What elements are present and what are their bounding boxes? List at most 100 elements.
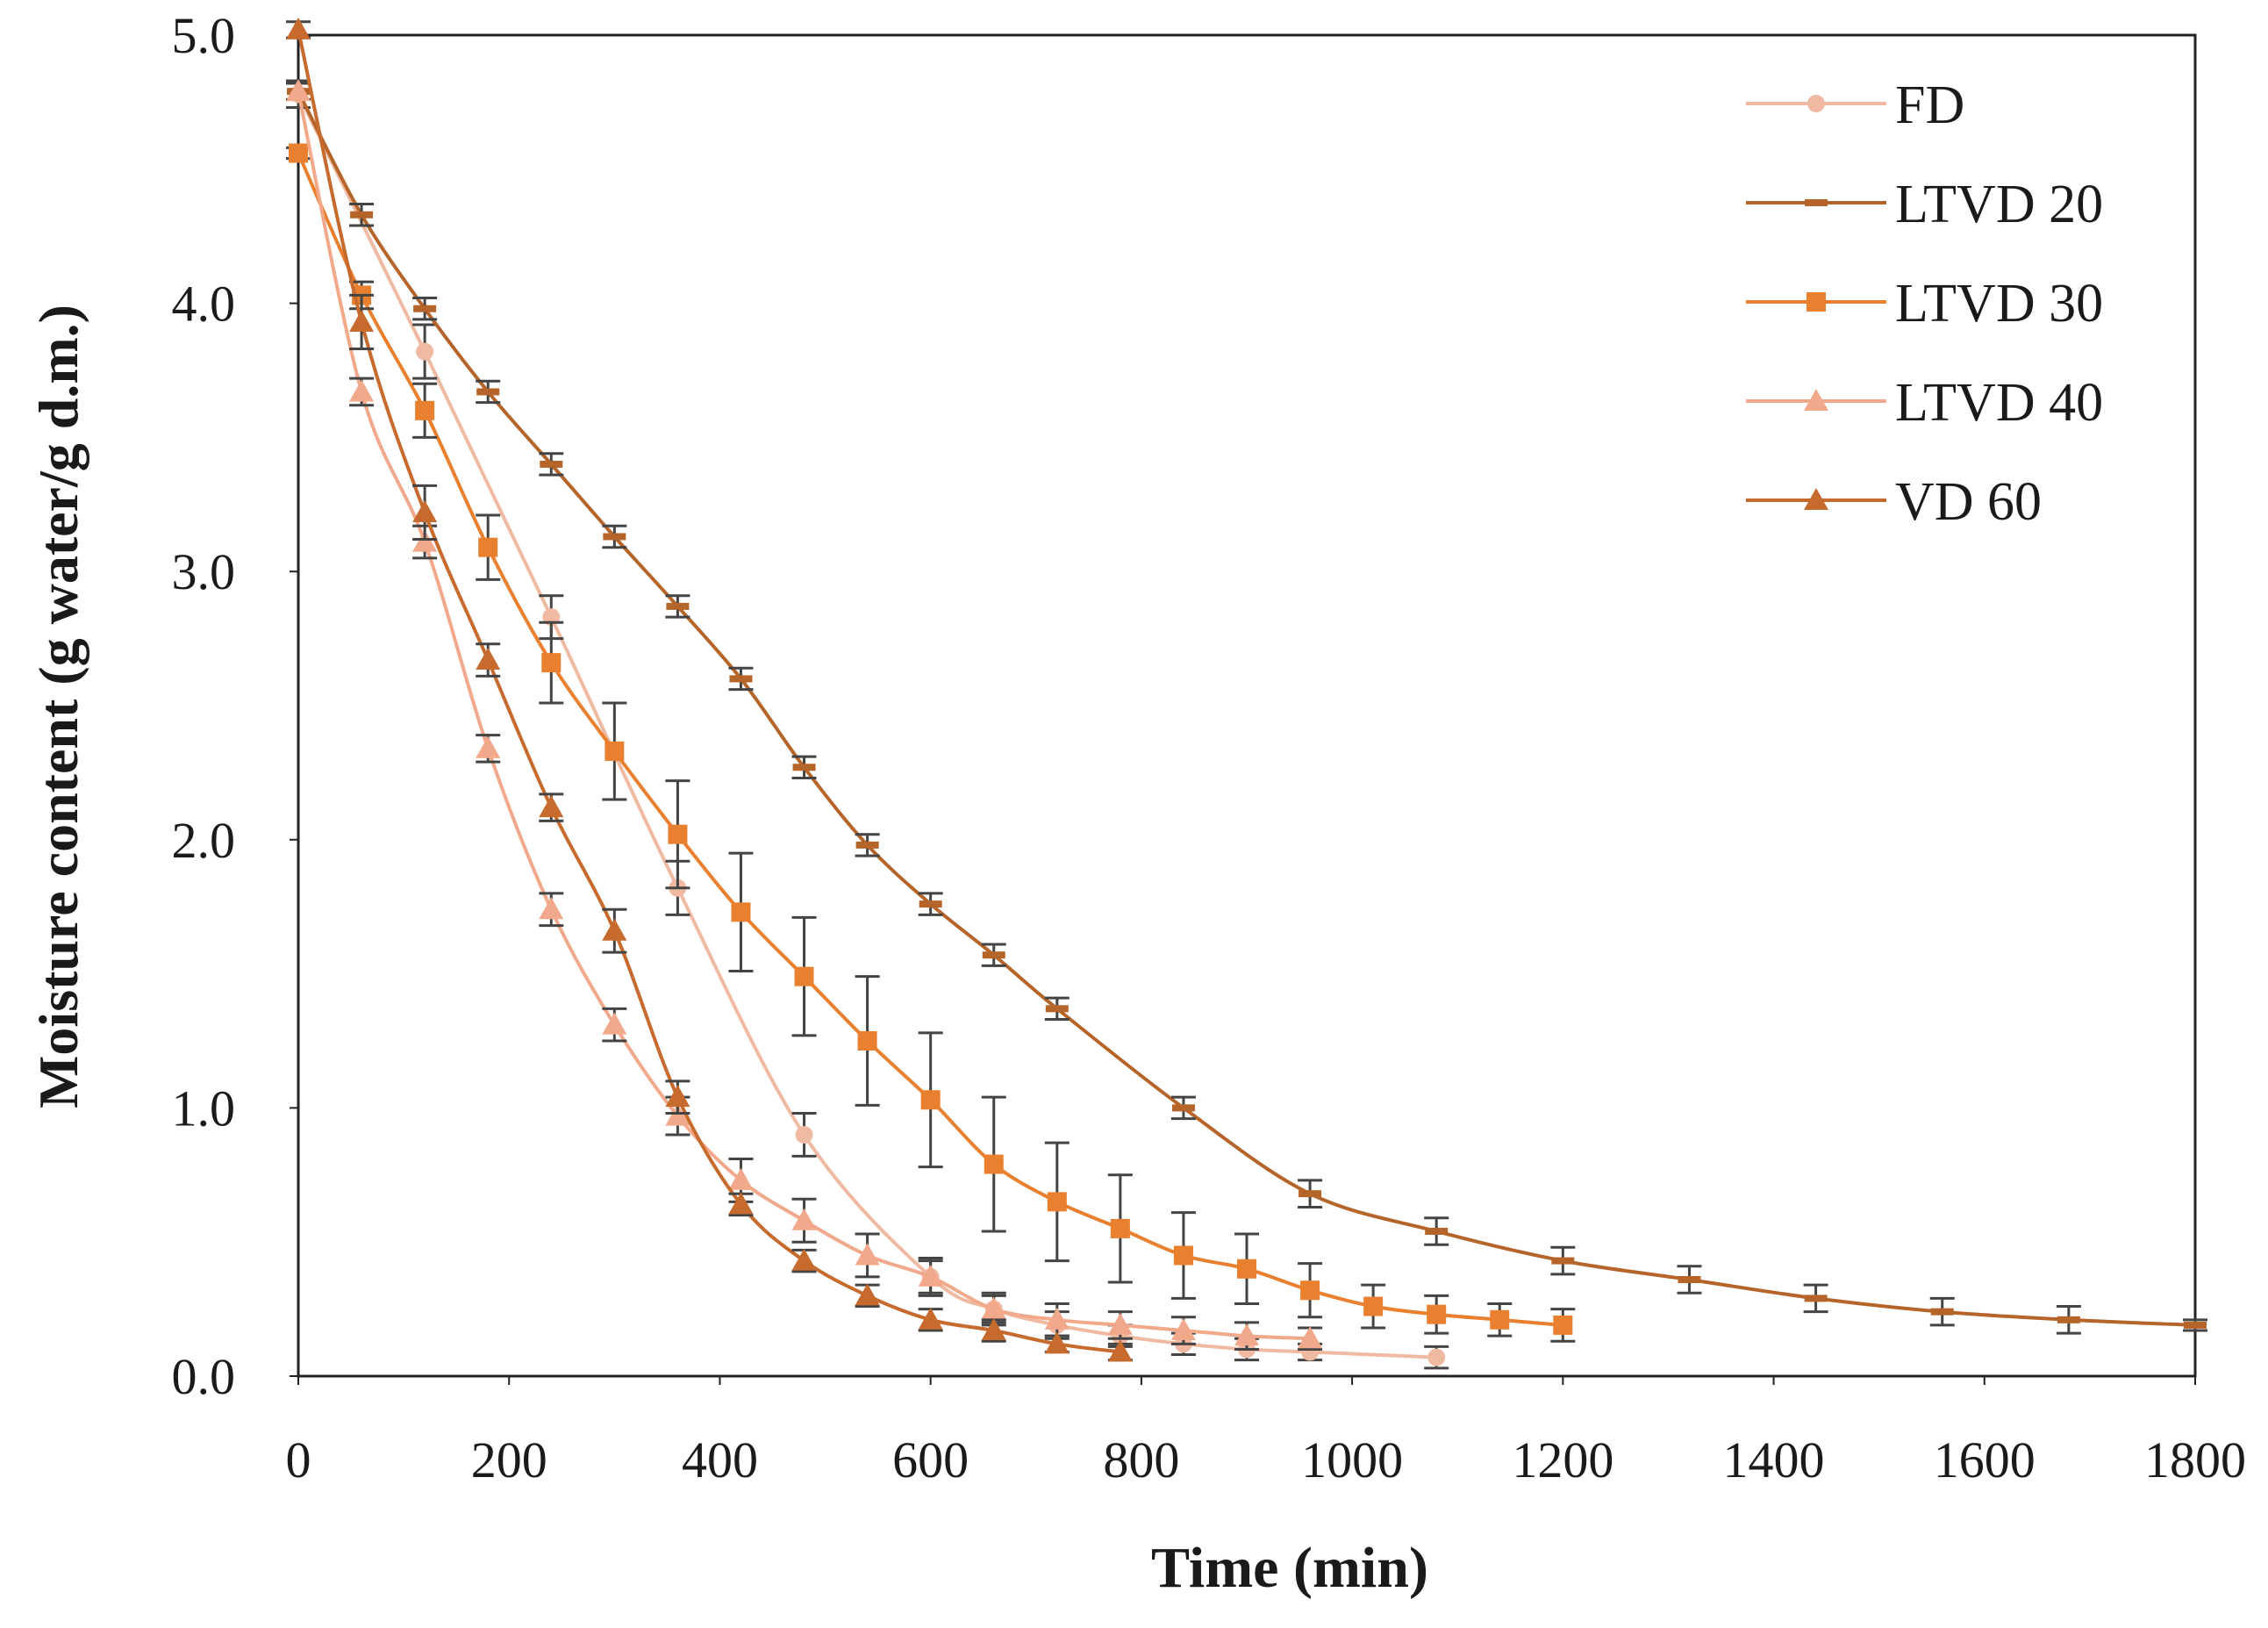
data-point: [289, 143, 308, 163]
series-line: [297, 29, 1121, 1354]
y-tick-label: 2.0: [172, 812, 236, 869]
x-tick-label: 1600: [1934, 1431, 2035, 1488]
x-tick-label: 200: [471, 1431, 547, 1488]
data-point: [1490, 1309, 1510, 1330]
x-axis: 0 200 400 600 800 1000 1200 1400 1600 1800: [286, 1376, 2246, 1488]
data-point: [1299, 1190, 1322, 1198]
data-point: [918, 1307, 943, 1330]
series-line: [297, 93, 1437, 1359]
data-point: [541, 653, 562, 673]
data-point: [919, 900, 942, 908]
x-tick-label: 0: [286, 1431, 311, 1488]
legend-label: LTVD 30: [1895, 274, 2103, 333]
plot-area-frame: [297, 33, 2197, 1378]
x-axis-title: Time (min): [1151, 1536, 1428, 1600]
data-point: [1298, 1326, 1323, 1349]
data-point: [602, 918, 627, 941]
data-point: [349, 379, 375, 402]
data-point: [791, 1248, 817, 1271]
data-point: [1047, 1192, 1067, 1212]
data-point: [605, 741, 625, 761]
data-point: [286, 79, 311, 102]
series-vd-60: [286, 17, 1133, 1362]
data-point: [412, 499, 438, 522]
legend-entry: VD 60: [1746, 472, 2042, 532]
data-point: [1171, 1104, 1195, 1112]
data-point: [415, 400, 435, 420]
data-point: [1110, 1218, 1130, 1238]
data-point: [603, 533, 626, 541]
legend-label: LTVD 20: [1895, 175, 2103, 234]
data-point: [2184, 1321, 2207, 1329]
y-tick-label: 0.0: [172, 1348, 236, 1405]
legend-marker: [1804, 488, 1828, 510]
y-tick-label: 1.0: [172, 1079, 236, 1137]
data-point: [920, 1090, 941, 1110]
legend-label: LTVD 40: [1895, 373, 2103, 433]
x-tick-label: 800: [1103, 1431, 1179, 1488]
data-point: [1045, 1005, 1069, 1013]
data-point: [1044, 1331, 1070, 1354]
data-point: [857, 1031, 877, 1051]
data-point: [476, 648, 501, 671]
data-point: [476, 388, 500, 396]
y-axis: 0.0 1.0 2.0 3.0 4.0 5.0: [172, 7, 298, 1405]
data-point: [540, 460, 563, 468]
data-point: [728, 1167, 754, 1190]
data-point: [731, 902, 751, 922]
x-tick-label: 1800: [2144, 1431, 2246, 1488]
legend-entry: LTVD 20: [1746, 175, 2103, 234]
data-point: [1427, 1348, 1446, 1366]
data-point: [855, 841, 879, 849]
data-point: [795, 1125, 813, 1144]
data-point: [1044, 1307, 1070, 1330]
data-point: [981, 1318, 1006, 1341]
y-tick-label: 3.0: [172, 543, 236, 600]
data-point: [1170, 1318, 1196, 1341]
data-point: [1804, 1295, 1828, 1302]
legend-marker: [1807, 95, 1825, 112]
data-point: [1678, 1275, 1701, 1283]
y-tick-label: 4.0: [172, 276, 236, 333]
data-point: [539, 897, 564, 920]
data-point: [286, 17, 311, 39]
x-tick-label: 1000: [1301, 1431, 1403, 1488]
legend-marker: [1805, 199, 1828, 206]
data-point: [1173, 1245, 1193, 1266]
x-tick-label: 600: [892, 1431, 969, 1488]
data-point: [602, 1012, 627, 1035]
data-point: [981, 1296, 1006, 1319]
data-point: [792, 764, 816, 771]
data-point: [729, 675, 753, 683]
data-point: [918, 1264, 943, 1287]
data-point: [1234, 1323, 1259, 1346]
legend-marker: [1807, 292, 1826, 312]
data-point: [349, 309, 375, 332]
series-ltvd-30: [286, 143, 1576, 1343]
data-point: [984, 1154, 1004, 1174]
data-point: [791, 1208, 817, 1230]
data-point: [1237, 1259, 1256, 1279]
data-point: [476, 735, 501, 758]
legend-entry: LTVD 40: [1746, 373, 2103, 433]
data-point: [1300, 1280, 1320, 1301]
data-point: [1553, 1315, 1573, 1335]
legend-entry: LTVD 30: [1746, 274, 2103, 333]
data-point: [668, 824, 688, 844]
x-tick-label: 400: [682, 1431, 758, 1488]
data-point: [1427, 1304, 1447, 1324]
x-tick-label: 1400: [1723, 1431, 1825, 1488]
data-point: [1107, 1312, 1133, 1335]
data-point: [666, 602, 690, 610]
series-ltvd-40: [286, 79, 1323, 1351]
legend-label: FD: [1895, 75, 1964, 135]
data-point: [665, 1085, 690, 1108]
data-point: [416, 342, 434, 361]
data-point: [2057, 1316, 2080, 1323]
y-axis-title: Moisture content (g water/g d.m.): [27, 305, 89, 1108]
data-point: [855, 1243, 880, 1266]
legend-marker: [1804, 389, 1828, 411]
series-ltvd-20: [286, 82, 2207, 1335]
